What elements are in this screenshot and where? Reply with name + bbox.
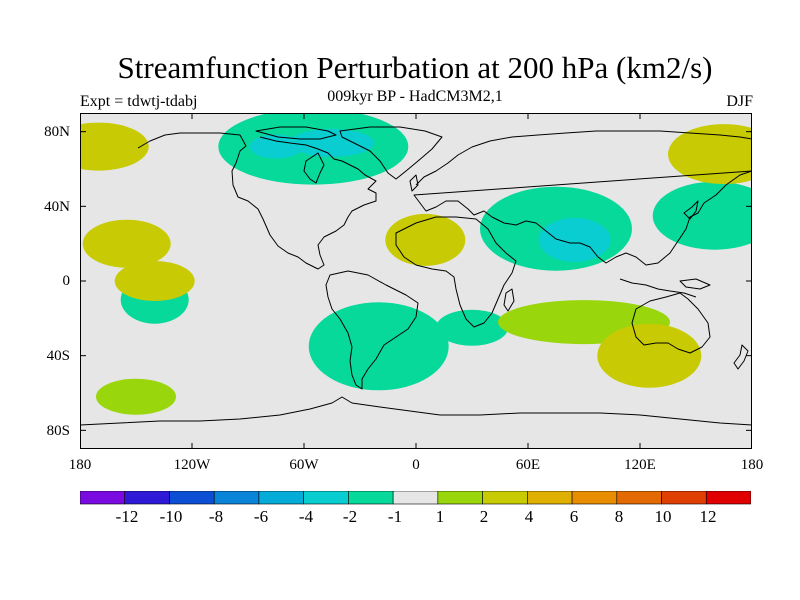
lat-label-80s: 80S — [46, 423, 70, 439]
colorbar-label: -6 — [253, 507, 269, 526]
colorbar-swatch — [169, 491, 215, 505]
contour-region — [80, 122, 149, 171]
season-label: DJF — [726, 93, 753, 110]
colorbar-swatch — [616, 491, 662, 505]
axis-ticks — [80, 113, 752, 449]
colorbar-swatch — [348, 491, 394, 505]
coast-australia — [631, 292, 711, 354]
colorbar — [80, 491, 751, 505]
colorbar-label: 2 — [479, 507, 489, 526]
contour-region — [538, 217, 611, 262]
coast-antarctica — [80, 396, 752, 426]
coast-africa — [395, 216, 517, 328]
contour-region — [597, 323, 702, 388]
lat-label-0: 0 — [62, 273, 71, 289]
colorbar-swatch — [705, 491, 751, 505]
contour-region — [96, 378, 176, 415]
lon-label-120w: 120W — [173, 457, 211, 473]
colorbar-swatch — [213, 491, 260, 505]
map-plot — [80, 113, 752, 449]
lon-label-0: 0 — [412, 457, 420, 473]
colorbar-label: 12 — [699, 507, 717, 526]
coast-europe-asia — [413, 130, 752, 266]
contour-region — [250, 134, 302, 159]
lon-label-60w: 60W — [289, 457, 319, 473]
colorbar-swatch — [437, 491, 483, 505]
colorbar-label: 1 — [435, 507, 445, 526]
colorbar-swatch — [392, 491, 439, 505]
coast-madagascar — [503, 288, 515, 312]
coast-indonesia — [619, 278, 697, 298]
coast-hudson-bay — [303, 152, 325, 184]
colorbar-label: 6 — [569, 507, 579, 526]
coast-new-zealand — [733, 344, 749, 370]
contour-region — [290, 128, 374, 157]
plot-title: Streamfunction Perturbation at 200 hPa (… — [117, 50, 713, 85]
contour-region — [652, 181, 752, 250]
coast-japan — [683, 200, 699, 220]
map-panel — [80, 113, 752, 449]
lat-label-80n: 80N — [44, 124, 70, 140]
colorbar-swatch — [571, 491, 618, 505]
contour-region — [436, 309, 508, 346]
lat-label-40s: 40S — [46, 348, 70, 364]
colorbar-label: -10 — [159, 507, 183, 526]
coast-north-america — [137, 132, 377, 270]
coast-uk — [409, 174, 419, 192]
coast-arctic-islands — [255, 126, 337, 140]
contour-region — [114, 261, 195, 301]
colorbar-label: -1 — [387, 507, 403, 526]
colorbar-swatch — [124, 491, 170, 505]
plot-subtitle: 009kyr BP - HadCM3M2,1 — [327, 88, 503, 105]
contour-region — [668, 124, 752, 185]
colorbar-label: 10 — [654, 507, 672, 526]
colorbar-label: 4 — [524, 507, 534, 526]
colorbar-label: -4 — [298, 507, 314, 526]
colorbar-label: -2 — [342, 507, 358, 526]
colorbar-label: -8 — [208, 507, 224, 526]
coastlines — [80, 126, 752, 426]
colorbar-swatch — [527, 491, 573, 505]
colorbar-swatch — [661, 491, 707, 505]
colorbar-swatch — [80, 491, 126, 505]
lon-label-180e: 180 — [740, 457, 764, 473]
coast-greenland — [339, 126, 443, 180]
lon-label-120e: 120E — [624, 457, 656, 473]
experiment-label: Expt = tdwtj-tdabj — [80, 93, 198, 110]
colorbar-swatch — [258, 491, 304, 505]
colorbar-swatch — [303, 491, 349, 505]
colorbar-label: 8 — [614, 507, 624, 526]
lat-label-40n: 40N — [44, 199, 70, 215]
coast-new-guinea — [679, 278, 711, 290]
coast-south-america — [325, 270, 419, 390]
lon-label-60e: 60E — [515, 457, 541, 473]
lon-label-180w: 180 — [68, 457, 92, 473]
contour-region — [385, 213, 466, 266]
colorbar-swatch — [482, 491, 528, 505]
contour-region — [308, 302, 449, 391]
colorbar-label: -12 — [115, 507, 139, 526]
contour-region — [82, 219, 171, 268]
contour-field — [80, 113, 752, 415]
